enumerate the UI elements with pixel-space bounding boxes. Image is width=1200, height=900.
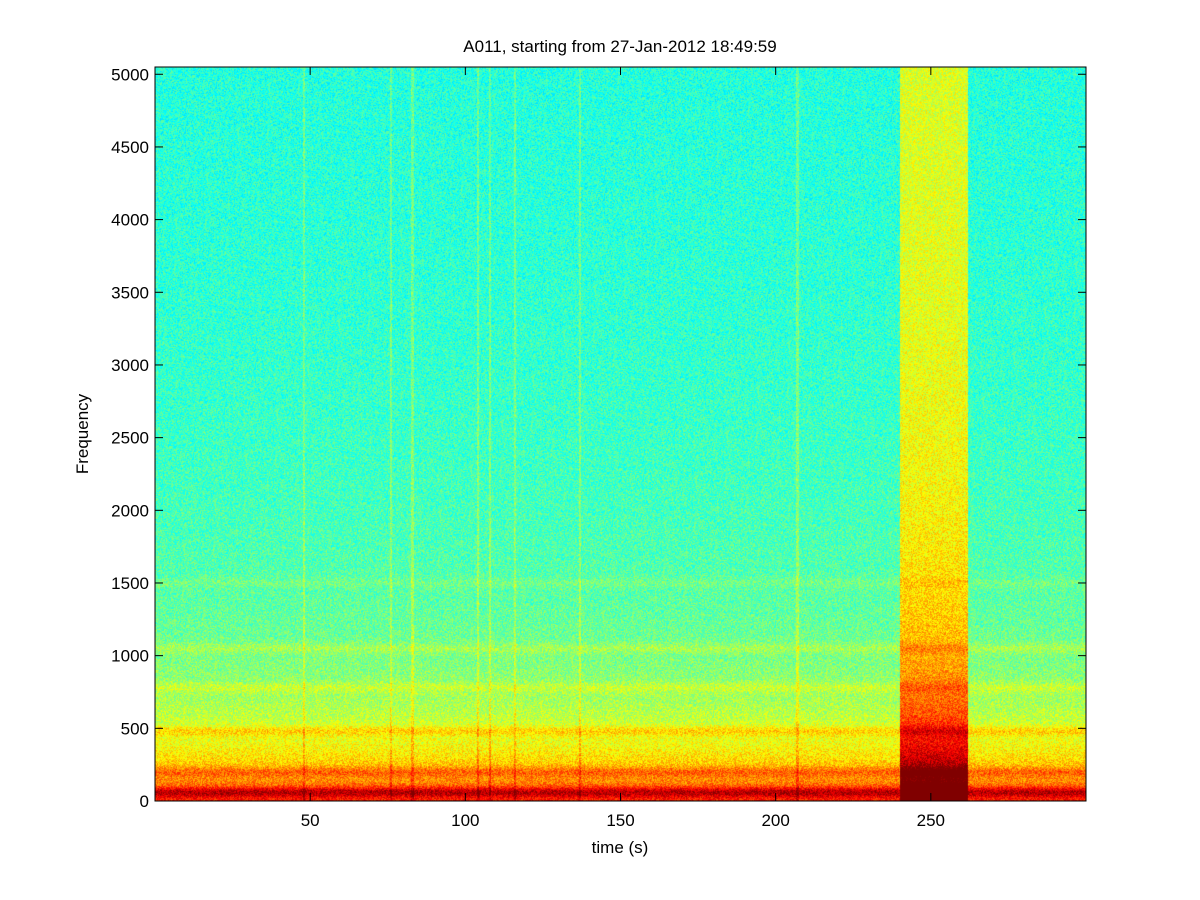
x-tick-label: 150	[606, 811, 634, 830]
y-axis-ticks: 0 500 1000 1500 2000 2500 3000 3500 4000 4500 5000	[111, 65, 1086, 811]
y-tick-label: 1500	[111, 574, 149, 593]
y-axis-label: Frequency	[73, 393, 92, 474]
x-tick-label: 200	[761, 811, 789, 830]
spectrogram-raster	[155, 67, 1086, 801]
y-tick-label: 4500	[111, 138, 149, 157]
y-tick-label: 1000	[111, 647, 149, 666]
y-tick-label: 5000	[111, 65, 149, 84]
y-tick-label: 3000	[111, 356, 149, 375]
y-tick-label: 2500	[111, 429, 149, 448]
x-axis-label: time (s)	[592, 838, 649, 857]
y-tick-label: 3500	[111, 283, 149, 302]
x-tick-label: 100	[451, 811, 479, 830]
y-tick-label: 4000	[111, 211, 149, 230]
x-tick-label: 50	[301, 811, 320, 830]
x-tick-label: 250	[917, 811, 945, 830]
chart-title: A011, starting from 27-Jan-2012 18:49:59	[463, 37, 776, 56]
x-axis-ticks: 50 100 150 200 250	[301, 67, 945, 830]
y-tick-label: 500	[121, 719, 149, 738]
y-tick-label: 2000	[111, 501, 149, 520]
y-tick-label: 0	[140, 792, 149, 811]
spectrogram-heatmap	[155, 67, 1086, 801]
